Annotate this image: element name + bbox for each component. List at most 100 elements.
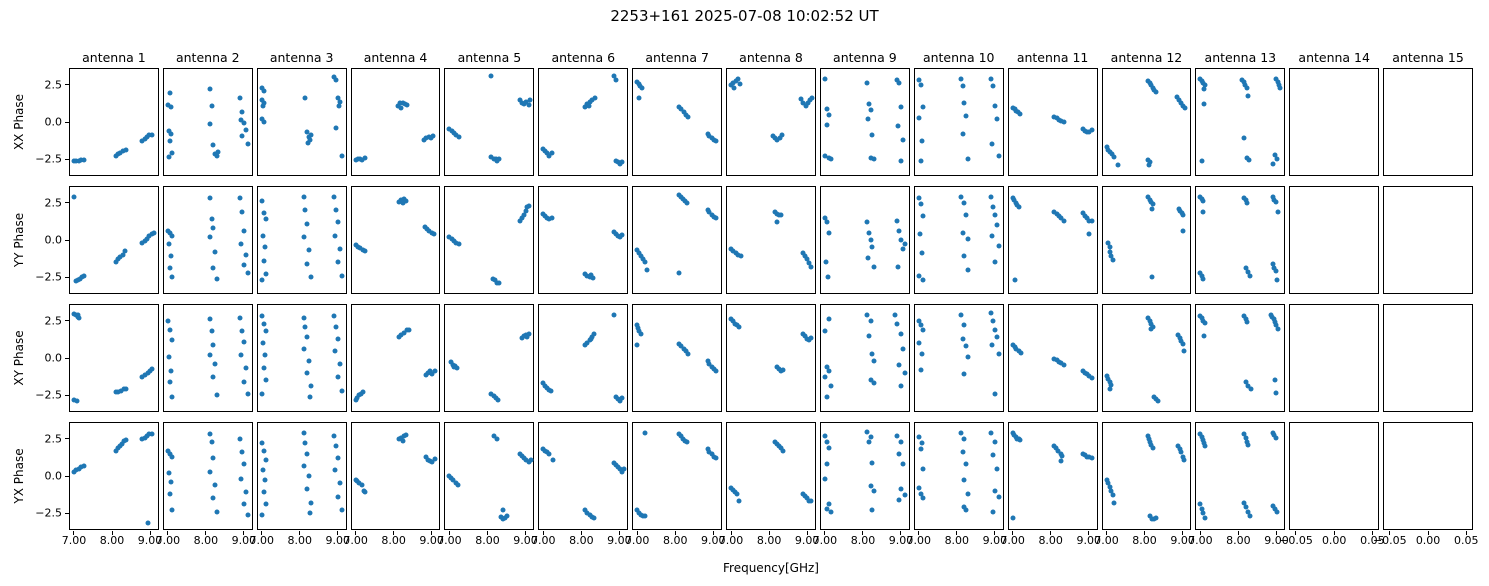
y-tick-mark bbox=[65, 276, 69, 278]
x-tick-mark bbox=[486, 531, 488, 535]
data-point bbox=[209, 103, 215, 109]
data-point bbox=[1244, 200, 1250, 206]
data-point bbox=[734, 491, 740, 497]
x-tick-label: 8.00 bbox=[1132, 534, 1157, 547]
x-tick-mark bbox=[580, 531, 582, 535]
data-point bbox=[589, 97, 595, 103]
data-point bbox=[335, 336, 341, 342]
data-point bbox=[169, 150, 175, 156]
data-point bbox=[958, 76, 964, 82]
data-point bbox=[920, 277, 926, 283]
data-point bbox=[210, 142, 216, 148]
data-point bbox=[167, 90, 173, 96]
data-point bbox=[1243, 504, 1249, 510]
data-point bbox=[149, 366, 155, 372]
data-point bbox=[588, 336, 594, 342]
data-point bbox=[523, 208, 529, 214]
data-point bbox=[588, 272, 594, 278]
data-point bbox=[260, 340, 266, 346]
x-tick-mark bbox=[768, 531, 770, 535]
data-point bbox=[871, 380, 877, 386]
data-point bbox=[824, 394, 830, 400]
x-tick-mark bbox=[712, 531, 714, 535]
x-tick-mark bbox=[299, 531, 301, 535]
panel-xy-antenna-11 bbox=[1007, 304, 1098, 412]
panel-yx-antenna-15: −0.05 0.00 0.05 bbox=[1373, 422, 1479, 547]
y-tick-mark bbox=[65, 239, 69, 241]
data-point bbox=[331, 313, 337, 319]
panel-yy-antenna-4 bbox=[350, 186, 441, 294]
data-point bbox=[866, 439, 872, 445]
panel-xy-antenna-13 bbox=[1195, 304, 1286, 412]
x-tick-label: 7.00 bbox=[437, 534, 462, 547]
data-point bbox=[214, 276, 220, 282]
data-point bbox=[1061, 362, 1067, 368]
data-point bbox=[920, 327, 926, 333]
data-point bbox=[619, 159, 625, 165]
data-point bbox=[917, 231, 923, 237]
data-point bbox=[868, 434, 874, 440]
data-point bbox=[642, 259, 648, 265]
data-point bbox=[261, 258, 267, 264]
data-point bbox=[76, 315, 82, 321]
data-point bbox=[916, 195, 922, 201]
data-point bbox=[958, 430, 964, 436]
x-tick-mark bbox=[355, 531, 357, 535]
data-point bbox=[429, 459, 435, 465]
data-point bbox=[1270, 261, 1276, 267]
data-point bbox=[207, 469, 213, 475]
data-point bbox=[896, 451, 902, 457]
data-point bbox=[301, 194, 307, 200]
data-point bbox=[167, 327, 173, 333]
data-point bbox=[1272, 377, 1278, 383]
panel-yx-antenna-13: 7.00 8.00 9.00 bbox=[1188, 422, 1289, 547]
data-point bbox=[916, 273, 922, 279]
data-point bbox=[431, 231, 437, 237]
data-point bbox=[335, 455, 341, 461]
data-point bbox=[207, 86, 213, 92]
data-point bbox=[902, 492, 908, 498]
data-point bbox=[1270, 161, 1276, 167]
data-point bbox=[963, 212, 969, 218]
data-point bbox=[454, 365, 460, 371]
data-point bbox=[526, 331, 532, 337]
data-point bbox=[1241, 135, 1247, 141]
data-point bbox=[866, 230, 872, 236]
data-point bbox=[1270, 503, 1276, 509]
data-point bbox=[304, 261, 310, 267]
data-point bbox=[920, 466, 926, 472]
data-point bbox=[123, 147, 129, 153]
data-point bbox=[584, 340, 590, 346]
x-tick-label: 0.05 bbox=[1454, 534, 1479, 547]
data-point bbox=[332, 233, 338, 239]
data-point bbox=[335, 259, 341, 265]
x-tick-label: 7.00 bbox=[1188, 534, 1213, 547]
data-point bbox=[636, 328, 642, 334]
data-point bbox=[241, 461, 247, 467]
data-point bbox=[262, 244, 268, 250]
data-point bbox=[916, 434, 922, 440]
data-point bbox=[619, 469, 625, 475]
panel-yy-antenna-3 bbox=[256, 186, 347, 294]
data-point bbox=[996, 153, 1002, 159]
data-point bbox=[713, 368, 719, 374]
panel-title-antenna-15: antenna 15 bbox=[1392, 50, 1464, 65]
data-point bbox=[144, 236, 150, 241]
data-point bbox=[207, 121, 213, 127]
data-point bbox=[78, 157, 84, 163]
data-point bbox=[526, 203, 532, 209]
x-tick-label: 8.00 bbox=[662, 534, 688, 547]
data-point bbox=[238, 117, 244, 123]
x-tick-mark bbox=[674, 531, 676, 535]
data-point bbox=[994, 334, 1000, 340]
data-point bbox=[822, 76, 828, 82]
panel-xx-antenna-1: antenna 1 XX Phase 2.5 0.0 −2.5 bbox=[12, 50, 159, 176]
x-tick-label: 8.00 bbox=[381, 534, 406, 547]
data-point bbox=[307, 510, 313, 516]
x-tick-label: 8.00 bbox=[850, 534, 876, 547]
panel-yy-antenna-12 bbox=[1101, 186, 1192, 294]
data-point bbox=[958, 312, 964, 318]
panel-xy-antenna-15 bbox=[1383, 304, 1473, 412]
data-point bbox=[963, 461, 969, 467]
x-tick-mark bbox=[1144, 531, 1146, 535]
